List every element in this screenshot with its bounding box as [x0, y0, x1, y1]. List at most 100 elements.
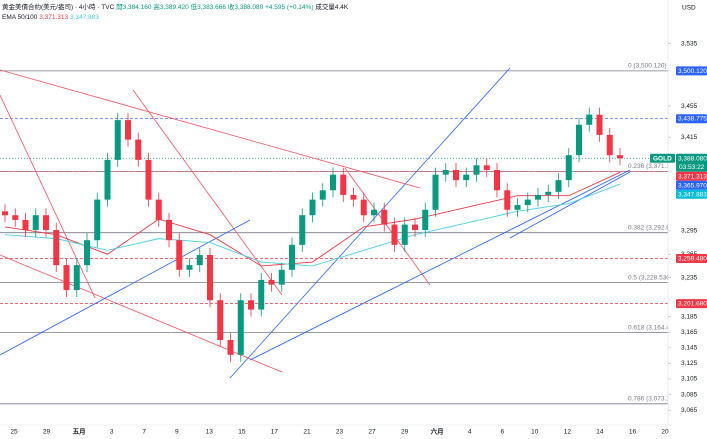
candle-body — [586, 114, 593, 125]
x-tick-label: 15 — [238, 429, 246, 436]
candle-body — [483, 165, 490, 170]
fib-label: 0.786 (3,073.181) — [628, 396, 679, 403]
trend-line — [0, 69, 421, 189]
ema50-value: 3,371.313 — [39, 14, 68, 21]
axis-labels: 3,5353,4553,4153,2953,2653,2353,1853,165… — [10, 40, 707, 436]
price-box-label: 3,201.680 — [678, 301, 707, 308]
x-tick-label: 10 — [531, 429, 539, 436]
price-box — [676, 299, 707, 309]
symbol-box — [650, 153, 675, 163]
trend-line — [0, 254, 283, 373]
candle-body — [360, 199, 367, 216]
candle-body — [12, 215, 19, 220]
currency: USD — [682, 5, 696, 12]
trend-line — [249, 169, 631, 361]
candle-body — [596, 114, 603, 135]
y-tick-label: 3,085 — [681, 391, 698, 398]
header-line: 黄金美債合約(美元/盎司) · 4小時 · TVC 開3,384.160 高3,… — [2, 2, 349, 11]
price-box-label: 3,438.775 — [678, 116, 707, 123]
ohlc-high: 高3,389.420 — [153, 2, 189, 11]
candle-body — [422, 209, 429, 231]
indicator: EMA 50/100 — [2, 14, 38, 21]
candle-body — [391, 224, 398, 245]
y-tick-label: 3,145 — [681, 345, 698, 352]
x-tick-label: 6 — [500, 429, 504, 436]
candle-body — [155, 199, 162, 220]
candle-body — [340, 174, 347, 195]
candle-body — [494, 170, 500, 191]
x-tick-label: 21 — [303, 429, 311, 436]
y-tick-label: 3,125 — [681, 360, 698, 367]
candle-body — [258, 279, 265, 310]
candle-body — [289, 244, 295, 270]
price-box-label: 3,388.080 — [678, 155, 707, 162]
candle-body — [545, 191, 552, 195]
price-axis — [668, 0, 707, 439]
price-box-label: 3,347.883 — [678, 191, 707, 198]
ema100-value: 3,347.883 — [70, 14, 99, 21]
candle-body — [463, 174, 470, 181]
symbol: 黄金美債合約(美元/盎司) · 4小時 · TVC — [2, 2, 115, 11]
x-tick-label: 五月 — [73, 428, 86, 436]
x-tick-label: 六月 — [431, 427, 444, 436]
candle-body — [32, 215, 39, 231]
x-tick-label: 29 — [43, 429, 51, 436]
y-tick-label: 3,295 — [681, 228, 698, 235]
candle-body — [84, 240, 90, 266]
candle-body — [63, 265, 70, 291]
candle-body — [278, 269, 285, 285]
candle-body — [371, 209, 377, 216]
candle-body — [125, 120, 131, 140]
candle-body — [381, 209, 388, 225]
change: +4.595 (+0.14%) — [265, 4, 313, 11]
x-tick-label: 9 — [175, 429, 179, 436]
levels: 0 (3,500.120) 0.236 (3,371.199) 0.382 (3,2… — [0, 63, 679, 405]
x-tick-label: 3 — [110, 429, 114, 436]
price-box — [676, 180, 707, 190]
trend-line — [344, 167, 431, 286]
y-tick-label: 3,235 — [681, 274, 698, 281]
candle-body — [217, 300, 224, 340]
candle-body — [94, 199, 101, 241]
candle-body — [432, 174, 439, 210]
x-tick-label: 27 — [368, 429, 376, 436]
symbol-label: GOLD — [653, 155, 672, 162]
fib-label: 0.618 (3,164.435) — [628, 324, 679, 331]
trend-line — [509, 171, 631, 239]
x-tick-label: 23 — [336, 429, 344, 436]
trend-line — [229, 67, 511, 379]
candle-body — [145, 159, 152, 200]
candle-body — [176, 240, 183, 270]
price-box — [676, 66, 707, 76]
fib-label: 0.382 (3,292.625) — [628, 224, 679, 231]
y-tick-label: 3,415 — [681, 134, 698, 141]
candle-body — [73, 265, 80, 291]
candle-body — [442, 170, 449, 175]
price-box-label: 3,371.313 — [678, 173, 707, 180]
y-tick-label: 3,165 — [681, 329, 698, 336]
candle-body — [576, 124, 582, 156]
candle-body — [330, 174, 336, 191]
x-tick-label: 14 — [596, 429, 604, 436]
x-tick-label: 17 — [271, 429, 279, 436]
candle-body — [514, 205, 521, 210]
candle-body — [135, 139, 142, 160]
candle-body — [555, 180, 562, 192]
candle-body — [114, 120, 121, 160]
price-box — [676, 114, 707, 124]
candle-body — [473, 165, 480, 175]
candle-body — [268, 279, 275, 285]
y-tick-label: 3,535 — [681, 40, 698, 47]
candle-body — [186, 265, 193, 270]
candle-body — [412, 224, 418, 231]
x-tick-label: 25 — [10, 429, 18, 436]
ema-line — [4, 171, 621, 267]
price-box-label: 3,259.480 — [678, 256, 707, 263]
time-axis — [0, 425, 707, 439]
price-box — [676, 171, 707, 181]
y-tick-label: 3,185 — [681, 313, 698, 320]
price-box — [676, 153, 707, 172]
candle-body — [504, 190, 511, 210]
candle-body — [207, 255, 213, 301]
